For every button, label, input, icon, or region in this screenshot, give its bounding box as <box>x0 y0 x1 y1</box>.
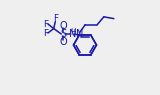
Text: O: O <box>59 21 67 31</box>
Text: N: N <box>76 29 83 39</box>
Text: F: F <box>53 14 58 23</box>
Text: F: F <box>43 28 48 38</box>
Text: F: F <box>43 20 48 28</box>
Text: S: S <box>60 29 66 39</box>
Text: N: N <box>69 29 76 39</box>
Text: O: O <box>59 37 67 47</box>
Text: H: H <box>70 28 76 37</box>
